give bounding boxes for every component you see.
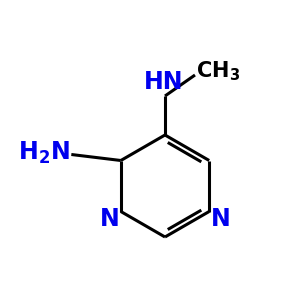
- Text: $\mathregular{CH_3}$: $\mathregular{CH_3}$: [196, 60, 241, 83]
- Text: $\mathregular{H_2N}$: $\mathregular{H_2N}$: [18, 140, 70, 166]
- Text: HN: HN: [144, 70, 183, 94]
- Text: N: N: [211, 207, 230, 231]
- Text: N: N: [100, 207, 119, 231]
